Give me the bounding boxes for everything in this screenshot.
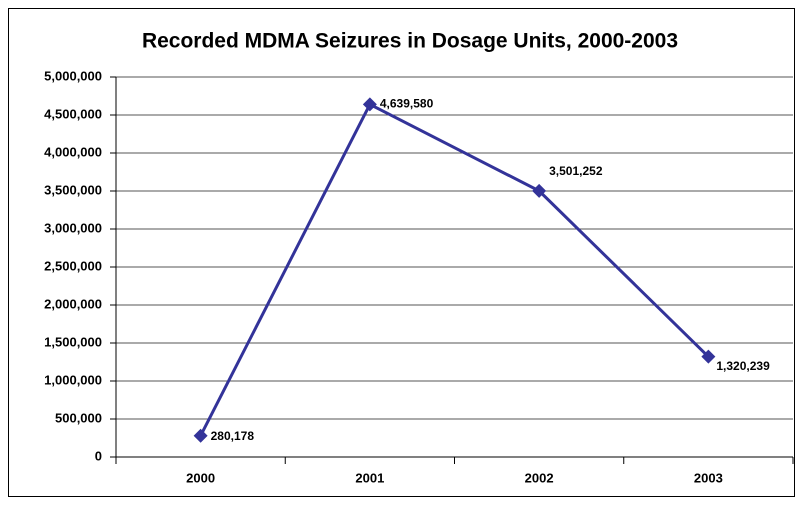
y-tick-label: 4,000,000 [44, 144, 102, 159]
chart-title: Recorded MDMA Seizures in Dosage Units, … [142, 30, 678, 53]
x-tick-label: 2003 [694, 470, 723, 485]
data-label: 3,501,252 [549, 164, 603, 178]
y-tick-label: 3,000,000 [44, 220, 102, 235]
point-marker [532, 183, 547, 198]
point-marker [362, 97, 377, 112]
data-label: 280,178 [211, 429, 255, 443]
x-tick-label: 2002 [525, 470, 554, 485]
y-tick-label: 4,500,000 [44, 106, 102, 121]
y-tick-label: 1,500,000 [44, 334, 102, 349]
x-tick-label: 2001 [355, 470, 384, 485]
series-line [199, 102, 710, 437]
y-tick-label: 0 [95, 448, 102, 463]
y-tick-label: 1,000,000 [44, 372, 102, 387]
chart-border [8, 8, 795, 497]
y-tick-label: 500,000 [55, 410, 102, 425]
data-label: 4,639,580 [380, 97, 434, 111]
data-label: 1,320,239 [716, 359, 770, 373]
point-marker [193, 428, 208, 443]
point-marker [701, 349, 716, 364]
x-tick-label: 2000 [186, 470, 215, 485]
y-tick-label: 2,000,000 [44, 296, 102, 311]
y-tick-label: 3,500,000 [44, 182, 102, 197]
y-tick-label: 5,000,000 [44, 68, 102, 83]
y-tick-label: 2,500,000 [44, 258, 102, 273]
